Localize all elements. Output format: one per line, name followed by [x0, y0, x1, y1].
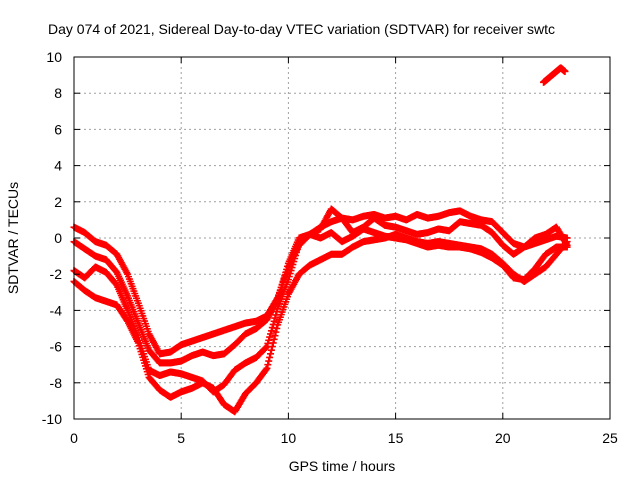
data-point — [262, 366, 270, 374]
x-tick-label: 10 — [281, 430, 297, 446]
data-point — [270, 335, 278, 343]
data-point — [267, 327, 275, 335]
y-tick-label: -4 — [50, 302, 63, 318]
chart-title: Day 074 of 2021, Sidereal Day-to-day VTE… — [48, 21, 555, 37]
x-tick-label: 0 — [70, 430, 78, 446]
data-point — [265, 357, 273, 365]
y-tick-label: -2 — [50, 266, 63, 282]
data-point — [267, 350, 275, 358]
y-tick-label: -6 — [50, 339, 63, 355]
x-tick-label: 5 — [177, 430, 185, 446]
y-tick-label: 8 — [54, 85, 62, 101]
data-point — [264, 361, 272, 369]
y-tick-label: 2 — [54, 194, 62, 210]
data-point — [271, 314, 279, 322]
y-tick-label: -8 — [50, 375, 63, 391]
data-point — [268, 343, 276, 351]
y-axis-label: SDTVAR / TECUs — [5, 182, 21, 294]
axes — [73, 56, 611, 420]
data-point — [271, 332, 279, 340]
data-point — [561, 67, 569, 75]
grid — [74, 57, 610, 419]
data-point — [262, 344, 270, 352]
data-point — [266, 353, 274, 361]
data-points — [70, 64, 571, 416]
y-tick-label: 0 — [54, 230, 62, 246]
tick-labels: 0 5 10 15 20 25 -10 -8 -6 -4 -2 0 2 4 6 8 10 — [42, 49, 618, 446]
series-track-d — [70, 230, 571, 416]
data-point — [270, 317, 278, 325]
data-point — [267, 346, 275, 354]
data-point — [266, 333, 274, 341]
series-track-a — [70, 207, 571, 358]
data-point — [272, 328, 280, 336]
x-tick-label: 25 — [602, 430, 618, 446]
y-tick-label: 6 — [54, 121, 62, 137]
data-point — [265, 336, 273, 344]
x-axis-label: GPS time / hours — [289, 458, 396, 474]
data-point — [267, 330, 275, 338]
series-track-b — [70, 205, 571, 367]
series-outlier-segment — [540, 64, 569, 86]
data-point — [562, 239, 570, 247]
data-point — [269, 339, 277, 347]
data-point — [273, 325, 281, 332]
data-point — [563, 238, 571, 246]
x-tick-label: 20 — [495, 430, 511, 446]
y-tick-label: 10 — [46, 49, 62, 65]
y-tick-label: 4 — [54, 158, 62, 174]
data-point — [263, 364, 271, 372]
y-tick-label: -10 — [42, 411, 62, 427]
data-point — [268, 324, 276, 332]
x-tick-label: 15 — [388, 430, 404, 446]
